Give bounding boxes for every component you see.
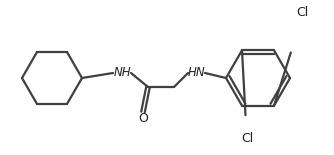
Text: O: O bbox=[138, 113, 148, 126]
Text: Cl: Cl bbox=[241, 133, 253, 146]
Text: HN: HN bbox=[187, 66, 205, 80]
Text: NH: NH bbox=[113, 66, 131, 80]
Text: Cl: Cl bbox=[296, 7, 308, 20]
